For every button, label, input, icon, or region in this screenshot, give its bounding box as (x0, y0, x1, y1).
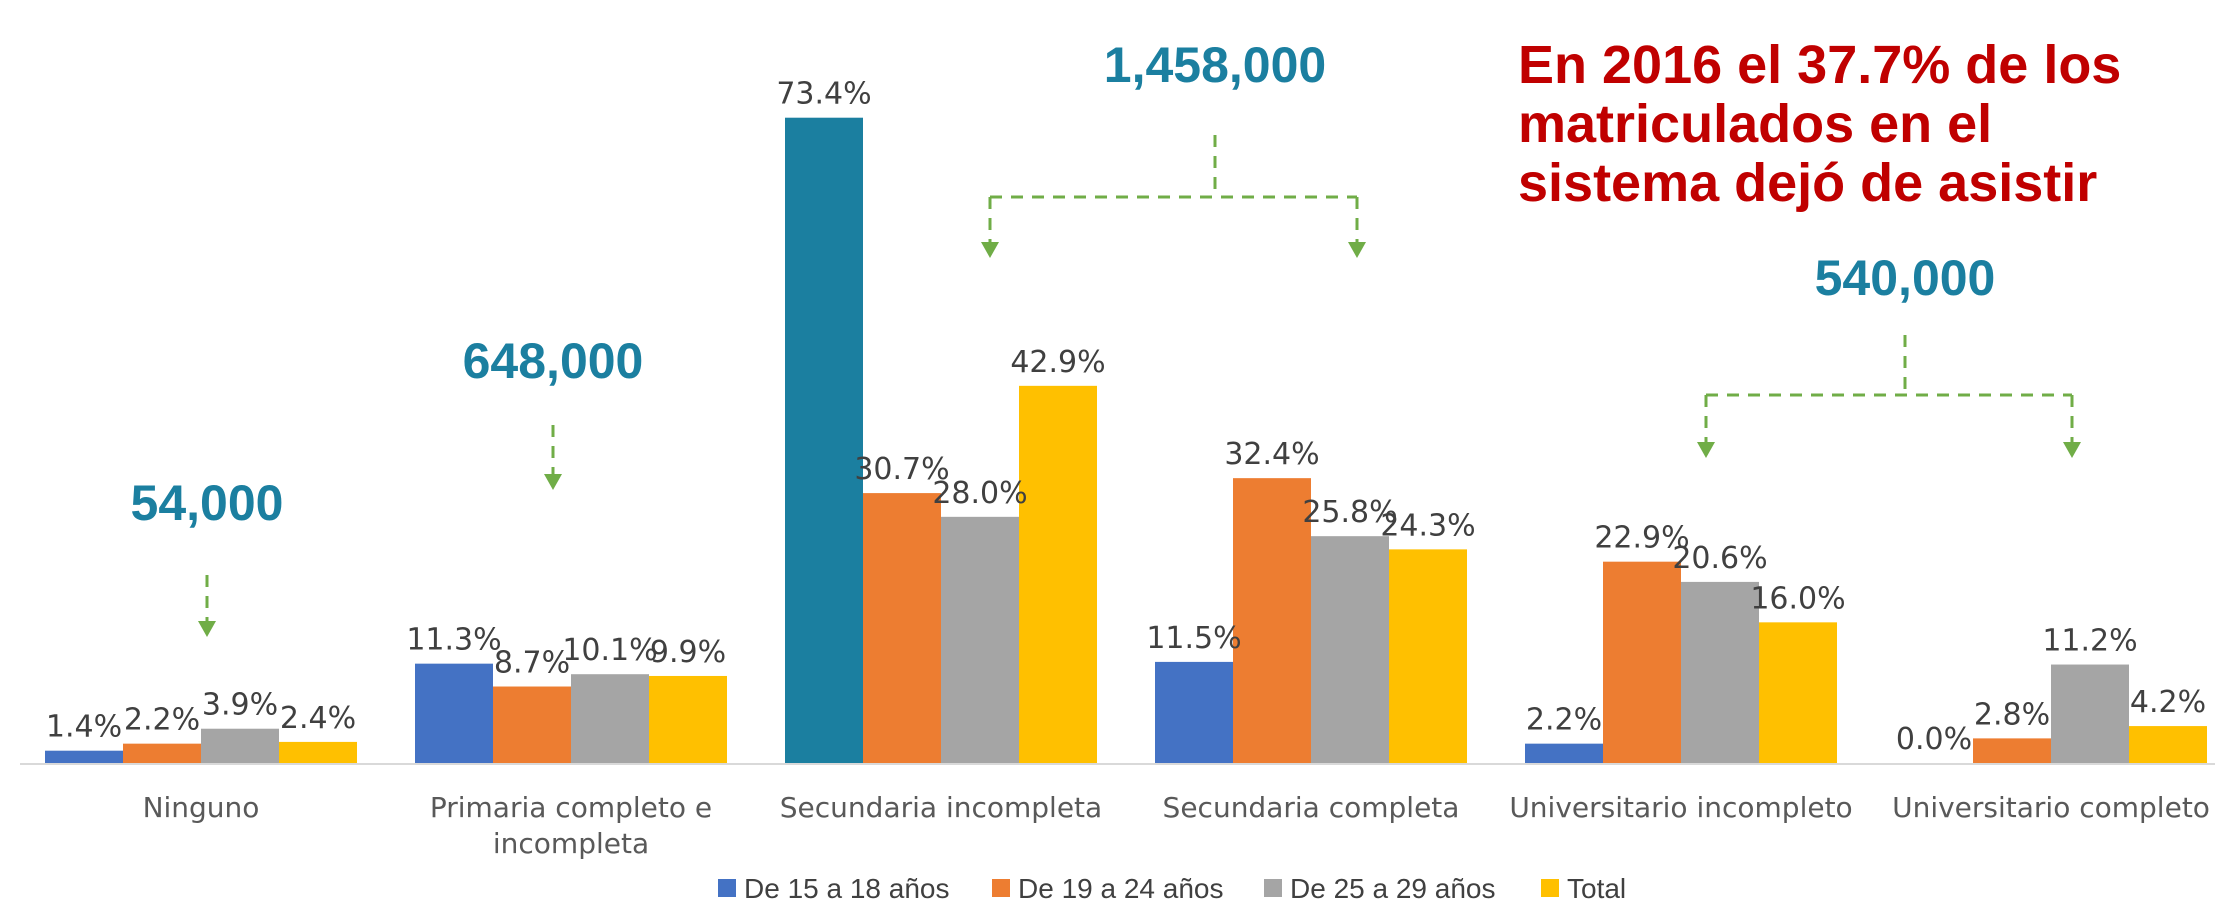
bar (123, 743, 201, 763)
data-label: 16.0% (1750, 581, 1845, 616)
bar (1233, 478, 1311, 763)
legend-label: De 25 a 29 años (1290, 873, 1496, 904)
category-labels-layer: Ninguno Primaria completo e incompleta Secu… (143, 791, 2210, 860)
bar (1155, 661, 1233, 763)
data-label: 11.2% (2042, 624, 2137, 659)
data-label: 25.8% (1302, 495, 1397, 530)
bar (1019, 385, 1097, 763)
category-label: Primaria completo e incompleta (430, 791, 712, 860)
arrow-head-icon (981, 242, 999, 258)
bar (279, 741, 357, 763)
bar (1311, 536, 1389, 763)
data-label: 1.4% (46, 710, 122, 745)
bar (1389, 549, 1467, 763)
bar (1759, 622, 1837, 763)
category-label-line: Ninguno (143, 791, 260, 824)
data-label: 42.9% (1010, 345, 1105, 380)
bar (1973, 738, 2051, 763)
callout-line: sistema dejó de asistir (1518, 153, 2097, 213)
bar (785, 117, 863, 763)
data-label: 11.3% (406, 623, 501, 658)
data-label: 24.3% (1380, 508, 1475, 543)
data-label: 0.0% (1896, 722, 1972, 757)
bar (1525, 743, 1603, 763)
annotation-arrows-layer (198, 135, 2081, 637)
data-label: 11.5% (1146, 621, 1241, 656)
legend-label: De 19 a 24 años (1018, 873, 1224, 904)
legend-swatch (992, 879, 1010, 897)
category-label-line: Universitario completo (1892, 791, 2210, 824)
data-label: 32.4% (1224, 437, 1319, 472)
category-label-line: Secundaria incompleta (780, 791, 1102, 824)
total-annotations-layer: 54,000 648,000 1,458,000 540,000 (131, 37, 1996, 531)
data-label: 20.6% (1672, 541, 1767, 576)
data-label: 2.4% (280, 701, 356, 736)
category-label-line: Secundaria completa (1163, 791, 1460, 824)
legend-swatch (1264, 879, 1282, 897)
legend: De 15 a 18 años De 19 a 24 años De 25 a 29… (718, 873, 1626, 904)
arrow-head-icon (1348, 242, 1366, 258)
legend-label: Total (1567, 873, 1626, 904)
data-label: 10.1% (562, 633, 657, 668)
category-label-line: incompleta (493, 827, 649, 860)
bar (863, 493, 941, 763)
category-label-line: Universitario incompleto (1509, 791, 1852, 824)
bar (649, 675, 727, 763)
callout-text: En 2016 el 37.7% de los matriculados en e… (1518, 35, 2121, 213)
data-label: 28.0% (932, 476, 1027, 511)
data-label: 2.8% (1974, 697, 2050, 732)
bars-layer (45, 117, 2207, 763)
category-label: Universitario incompleto (1509, 791, 1852, 824)
legend-label: De 15 a 18 años (744, 873, 950, 904)
data-label: 30.7% (854, 452, 949, 487)
category-label: Ninguno (143, 791, 260, 824)
data-label: 2.2% (1526, 703, 1602, 738)
legend-swatch (718, 879, 736, 897)
legend-swatch (1541, 879, 1559, 897)
bar (493, 686, 571, 763)
arrow-head-icon (1697, 442, 1715, 458)
category-label: Universitario completo (1892, 791, 2210, 824)
data-label: 9.9% (650, 635, 726, 670)
total-annotation: 540,000 (1815, 250, 1996, 306)
arrow-head-icon (198, 621, 216, 637)
bar (941, 516, 1019, 763)
total-annotation: 54,000 (131, 475, 284, 531)
total-annotation: 1,458,000 (1104, 37, 1326, 93)
data-label: 3.9% (202, 688, 278, 723)
bar (201, 728, 279, 763)
bar (2051, 664, 2129, 763)
data-label: 2.2% (124, 703, 200, 738)
category-label: Secundaria incompleta (780, 791, 1102, 824)
bar (2129, 726, 2207, 763)
bar (1681, 581, 1759, 763)
bar (1603, 561, 1681, 763)
data-label: 22.9% (1594, 521, 1689, 556)
callout-line: matriculados en el (1518, 94, 1992, 154)
arrow-head-icon (544, 474, 562, 490)
category-label: Secundaria completa (1163, 791, 1460, 824)
callout-line: En 2016 el 37.7% de los (1518, 35, 2121, 95)
data-label: 73.4% (776, 77, 871, 112)
data-label: 8.7% (494, 646, 570, 681)
arrow-head-icon (2063, 442, 2081, 458)
bar (415, 663, 493, 763)
bar (571, 674, 649, 763)
data-labels-layer: 1.4% 2.2% 3.9% 2.4%11.3%8.7%10.1%9.9%73.4%3… (46, 77, 2206, 757)
category-label-line: Primaria completo e (430, 791, 712, 824)
total-annotation: 648,000 (463, 333, 644, 389)
bar (45, 750, 123, 763)
data-label: 4.2% (2130, 685, 2206, 720)
